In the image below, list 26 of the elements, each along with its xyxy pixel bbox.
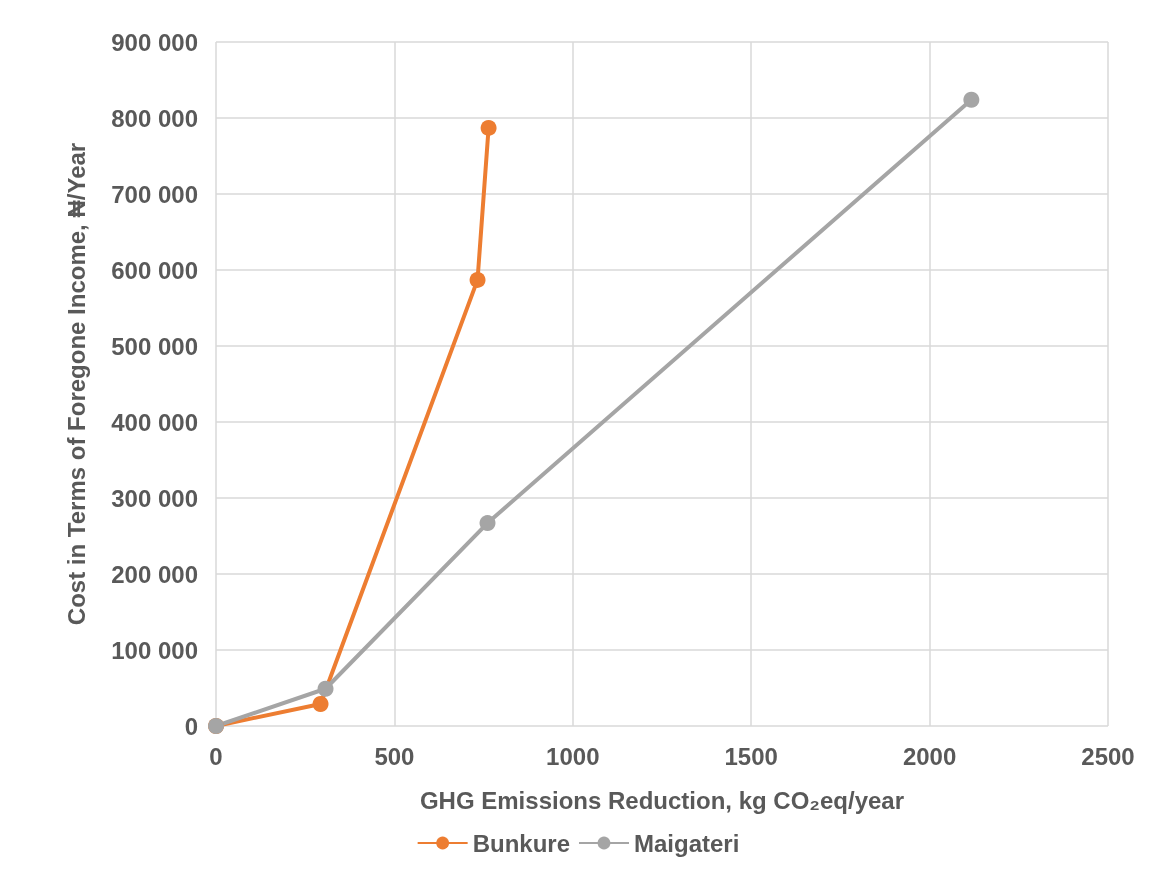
- point: [963, 91, 980, 108]
- x-tick-label: 1000: [546, 742, 600, 770]
- y-tick-label: 100 000: [111, 636, 198, 664]
- x-tick-label: 0: [209, 742, 223, 770]
- y-tick-label: 200 000: [111, 560, 198, 588]
- y-axis-title: Cost in Terms of Foregone Income, ₦/Year: [62, 142, 90, 626]
- y-tick-label: 300 000: [111, 484, 198, 512]
- y-tick-label: 500 000: [111, 332, 198, 360]
- legend-label: Bunkure: [472, 829, 570, 857]
- y-tick-label: 700 000: [111, 180, 198, 208]
- y-tick-label: 0: [184, 712, 198, 740]
- y-tick-label: 600 000: [111, 256, 198, 284]
- x-tick-label: 2500: [1081, 742, 1135, 770]
- point: [480, 119, 497, 136]
- point: [317, 680, 334, 697]
- y-tick-label: 800 000: [111, 104, 198, 132]
- y-tick-label: 900 000: [111, 28, 198, 56]
- point: [312, 695, 329, 712]
- y-tick-label: 400 000: [111, 408, 198, 436]
- x-axis-title: GHG Emissions Reduction, kg CO₂eq/year: [419, 786, 905, 814]
- legend-label: Maigateri: [633, 829, 740, 857]
- x-tick-label: 2000: [902, 742, 957, 770]
- x-tick-label: 1500: [724, 742, 778, 770]
- x-tick-label: 500: [374, 742, 415, 770]
- point: [479, 515, 496, 532]
- point: [469, 271, 486, 288]
